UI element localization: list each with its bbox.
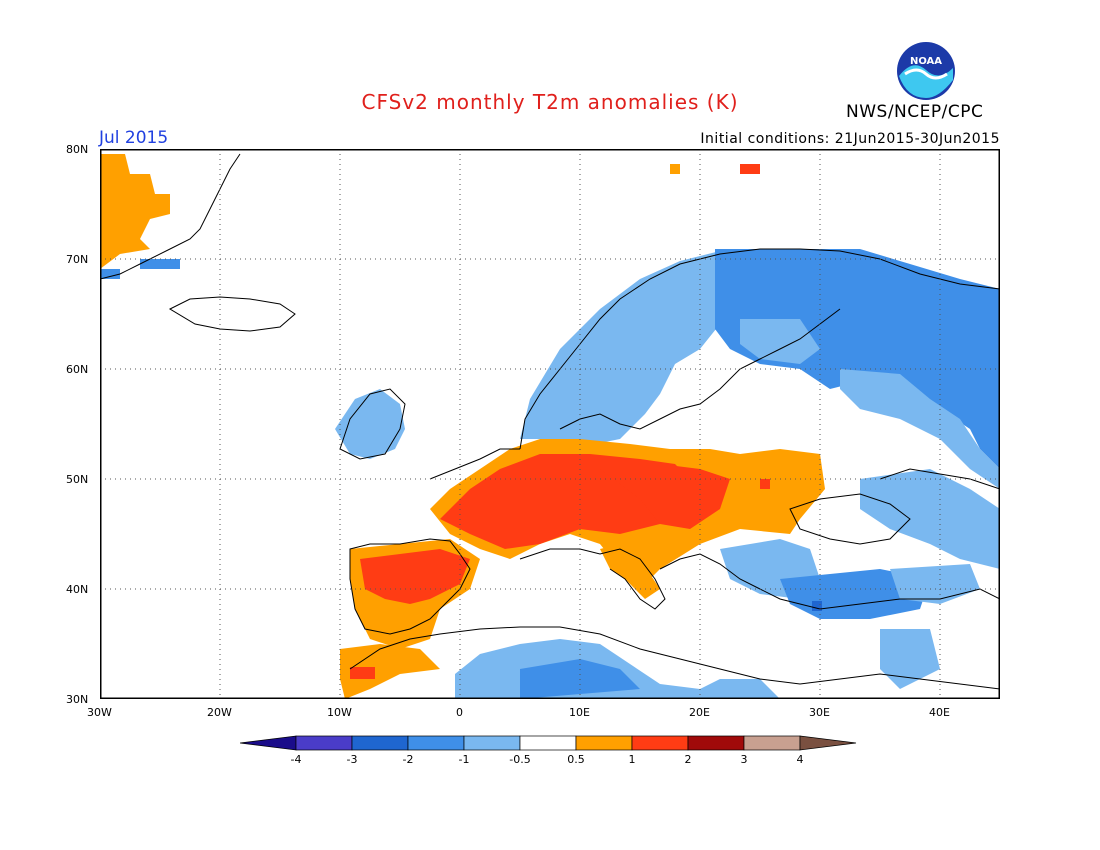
noaa-logo: NOAA xyxy=(895,40,957,106)
warm-anomaly-regions xyxy=(100,154,825,699)
lat-tick-30n: 30N xyxy=(66,693,89,706)
noaa-logo-text: NOAA xyxy=(910,56,942,67)
legend-swatch-4 xyxy=(463,735,521,751)
legend-label-7: 2 xyxy=(685,753,692,766)
lat-tick-60n: 60N xyxy=(66,363,89,376)
lon-tick-20e: 20E xyxy=(689,706,710,719)
lon-tick-10w: 10W xyxy=(327,706,352,719)
legend-swatch-10 xyxy=(799,735,857,751)
legend-swatch-7 xyxy=(631,735,689,751)
legend-swatch-0 xyxy=(240,735,297,751)
lat-tick-50n: 50N xyxy=(66,473,89,486)
lon-tick-0: 0 xyxy=(456,706,463,719)
lon-tick-10e: 10E xyxy=(569,706,590,719)
legend-swatch-9 xyxy=(743,735,801,751)
legend-label-0: -4 xyxy=(291,753,302,766)
lon-tick-30e: 30E xyxy=(809,706,830,719)
map-title: CFSv2 monthly T2m anomalies (K) xyxy=(361,90,739,114)
lat-tick-70n: 70N xyxy=(66,253,89,266)
map-frame xyxy=(100,149,1000,699)
lon-tick-30w: 30W xyxy=(87,706,112,719)
lat-tick-40n: 40N xyxy=(66,583,89,596)
lon-tick-40e: 40E xyxy=(929,706,950,719)
lat-tick-80n: 80N xyxy=(66,143,89,156)
legend-label-2: -2 xyxy=(403,753,414,766)
lon-tick-20w: 20W xyxy=(207,706,232,719)
legend-label-4: -0.5 xyxy=(509,753,530,766)
legend-label-3: -1 xyxy=(459,753,470,766)
legend-label-1: -3 xyxy=(347,753,358,766)
legend-swatch-3 xyxy=(407,735,465,751)
color-legend: -4 -3 -2 -1 -0.5 0.5 1 2 3 4 xyxy=(240,735,857,766)
legend-swatch-8 xyxy=(687,735,745,751)
legend-swatch-2 xyxy=(351,735,409,751)
legend-swatch-6 xyxy=(575,735,633,751)
month-label: Jul 2015 xyxy=(99,128,169,148)
legend-label-8: 3 xyxy=(741,753,748,766)
legend-label-5: 0.5 xyxy=(567,753,585,766)
agency-label: NWS/NCEP/CPC xyxy=(846,102,984,122)
legend-swatch-5 xyxy=(519,735,577,751)
legend-swatch-1 xyxy=(295,735,353,751)
initial-conditions-label: Initial conditions: 21Jun2015-30Jun2015 xyxy=(700,131,1000,147)
cool-anomaly-regions xyxy=(100,249,1000,699)
legend-label-9: 4 xyxy=(797,753,804,766)
legend-label-6: 1 xyxy=(629,753,636,766)
graticule xyxy=(100,149,1000,699)
anomaly-map xyxy=(100,149,1000,699)
